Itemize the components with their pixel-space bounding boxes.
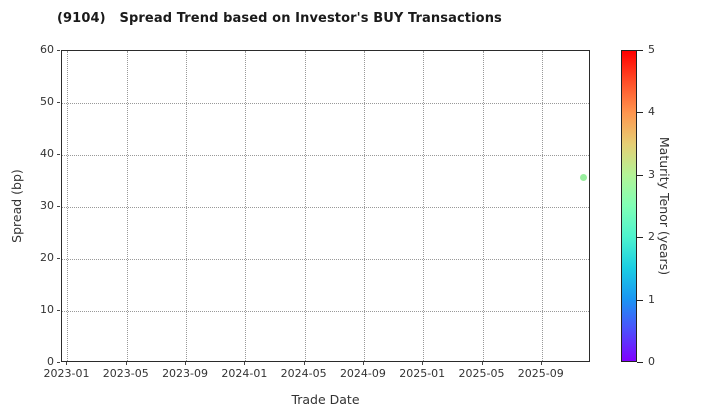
y-tick-mark — [57, 310, 60, 311]
y-gridline — [62, 311, 589, 312]
y-tick-mark — [57, 50, 60, 51]
chart-title: (9104) Spread Trend based on Investor's … — [57, 11, 502, 26]
colorbar-tick-mark — [637, 362, 643, 363]
y-tick-label: 40 — [40, 147, 54, 160]
x-tick-label: 2025-01 — [399, 367, 446, 380]
x-tick-label: 2025-09 — [517, 367, 564, 380]
x-gridline — [126, 51, 128, 361]
x-tick-label: 2023-05 — [102, 367, 149, 380]
data-point — [579, 173, 587, 181]
colorbar-tick-label: 4 — [648, 105, 655, 119]
y-tick-label: 0 — [47, 355, 54, 368]
colorbar-tick-mark — [637, 237, 643, 239]
x-tick-mark — [244, 362, 246, 365]
x-tick-mark — [481, 362, 483, 365]
x-gridline — [304, 51, 306, 361]
x-tick-label: 2025-05 — [458, 367, 505, 380]
colorbar-tick-mark — [637, 174, 643, 176]
x-gridline — [245, 51, 247, 361]
x-gridline — [67, 51, 69, 361]
x-tick-label: 2023-09 — [162, 367, 209, 380]
x-gridline — [186, 51, 188, 361]
y-tick-label: 20 — [40, 251, 54, 264]
y-tick-mark — [57, 258, 60, 259]
colorbar-tick-label: 0 — [648, 355, 655, 368]
colorbar-tick-mark — [637, 112, 643, 114]
colorbar-tick-label: 5 — [648, 43, 655, 56]
y-gridline — [62, 259, 589, 260]
colorbar-tick-label: 2 — [648, 230, 655, 244]
x-axis-label: Trade Date — [291, 392, 360, 407]
x-tick-mark — [362, 362, 364, 365]
x-tick-label: 2024-09 — [339, 367, 386, 380]
x-gridline — [541, 51, 543, 361]
colorbar-tick-mark — [637, 299, 643, 301]
x-gridline — [423, 51, 425, 361]
x-tick-label: 2023-01 — [43, 367, 90, 380]
x-tick-mark — [125, 362, 127, 365]
x-tick-label: 2024-01 — [221, 367, 268, 380]
y-tick-label: 10 — [40, 303, 54, 316]
x-tick-mark — [185, 362, 187, 365]
x-gridline — [482, 51, 484, 361]
y-tick-label: 30 — [40, 199, 54, 212]
x-gridline — [363, 51, 365, 361]
y-tick-label: 50 — [40, 95, 54, 108]
y-tick-mark — [57, 102, 60, 103]
x-tick-mark — [303, 362, 305, 365]
y-gridline — [62, 155, 589, 156]
y-tick-mark — [57, 206, 60, 207]
colorbar-label: Maturity Tenor (years) — [657, 136, 672, 276]
x-tick-mark — [66, 362, 68, 365]
colorbar-tick-label: 1 — [648, 292, 655, 306]
colorbar-tick-mark — [637, 50, 643, 51]
colorbar — [621, 50, 637, 362]
colorbar-tick-label: 3 — [648, 167, 655, 181]
plot-area — [61, 50, 590, 362]
y-tick-label: 60 — [40, 43, 54, 56]
x-tick-mark — [540, 362, 542, 365]
y-gridline — [62, 207, 589, 208]
y-tick-mark — [57, 362, 60, 363]
x-tick-mark — [422, 362, 424, 365]
y-gridline — [62, 103, 589, 104]
y-tick-mark — [57, 154, 60, 155]
x-tick-label: 2024-05 — [280, 367, 327, 380]
